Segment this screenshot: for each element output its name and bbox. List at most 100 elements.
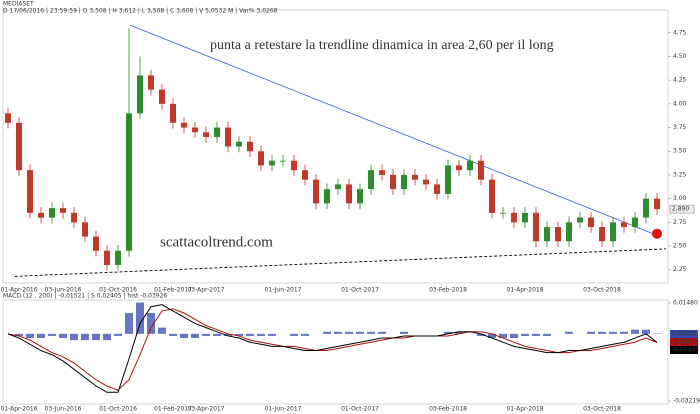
candle-body bbox=[335, 184, 341, 190]
x-tick-label: 03-Apr-2017 bbox=[187, 287, 224, 294]
x-tick-label: 03-Jun-2016 bbox=[45, 406, 82, 413]
candle-body bbox=[38, 212, 44, 218]
y-tick-label: 2.50 bbox=[673, 243, 687, 250]
histogram-bar bbox=[169, 333, 177, 336]
candle-body bbox=[588, 217, 594, 228]
histogram-bar bbox=[213, 333, 221, 336]
candle-body bbox=[104, 250, 110, 265]
histogram-bar bbox=[345, 331, 353, 334]
candle-body bbox=[599, 227, 605, 242]
candle-body bbox=[225, 127, 231, 147]
histogram-bar bbox=[510, 333, 518, 339]
histogram-bar bbox=[202, 333, 210, 336]
y-tick-label: 3.75 bbox=[673, 124, 687, 131]
histogram-bar bbox=[257, 333, 265, 336]
x-tick-label: 01-Apr-2016 bbox=[0, 406, 37, 413]
histogram-bar bbox=[356, 331, 364, 334]
x-tick-label: 03-Oct-2018 bbox=[583, 406, 621, 413]
histogram-bar bbox=[103, 333, 111, 341]
info-bar: D 17/06/2016 | 23:59:59 | O 3,508 | H 3,… bbox=[3, 8, 278, 15]
histogram-bar bbox=[400, 331, 408, 334]
histogram-bar bbox=[26, 333, 34, 339]
histogram-bar bbox=[334, 331, 342, 334]
histogram-bar bbox=[587, 331, 595, 334]
histogram-bar bbox=[323, 331, 331, 334]
candle-body bbox=[621, 222, 627, 228]
last-value-label: -0,00405 bbox=[672, 347, 699, 354]
histogram-bar bbox=[48, 333, 56, 336]
candle-body bbox=[170, 103, 176, 123]
y-tick-label: 4.00 bbox=[673, 100, 687, 107]
histogram-bar bbox=[620, 331, 628, 334]
last-value-box bbox=[670, 330, 698, 338]
histogram-bar bbox=[147, 313, 155, 334]
candle-body bbox=[577, 217, 583, 223]
histogram-bar bbox=[609, 331, 617, 334]
candle-body bbox=[368, 170, 374, 190]
histogram-bar bbox=[268, 333, 276, 336]
candle-body bbox=[390, 174, 396, 190]
candle-body bbox=[467, 160, 473, 171]
candle-body bbox=[258, 151, 264, 166]
histogram-bar bbox=[499, 333, 507, 339]
histogram-bar bbox=[136, 302, 144, 334]
y-tick-label: 0,01480 bbox=[673, 300, 698, 307]
histogram-bar bbox=[158, 327, 166, 334]
candle-body bbox=[566, 222, 572, 242]
histogram-bar bbox=[642, 329, 650, 334]
price-frame bbox=[2, 9, 669, 284]
histogram-bar bbox=[565, 331, 573, 334]
histogram-bar bbox=[301, 333, 309, 336]
y-tick-label: 3.00 bbox=[673, 195, 687, 202]
x-tick-label: 01-Jun-2017 bbox=[265, 406, 302, 413]
histogram-bar bbox=[598, 331, 606, 334]
candle-body bbox=[269, 160, 275, 166]
candle-body bbox=[412, 174, 418, 180]
histogram-bar bbox=[37, 333, 45, 339]
y-tick-label: 2.75 bbox=[673, 219, 687, 226]
annotation: punta a retestare la trendline dinamica … bbox=[210, 38, 554, 53]
histogram-bar bbox=[521, 333, 529, 336]
candle-body bbox=[643, 198, 649, 218]
histogram-bar bbox=[378, 331, 386, 334]
histogram-bar bbox=[290, 333, 298, 336]
histogram-bar bbox=[81, 333, 89, 341]
last-price-label: 2,890 bbox=[672, 206, 689, 213]
candle-body bbox=[5, 113, 11, 123]
candle-body bbox=[192, 127, 198, 133]
candle-body bbox=[434, 184, 440, 194]
histogram-bar bbox=[488, 333, 496, 339]
histogram-bar bbox=[455, 331, 463, 334]
histogram-bar bbox=[125, 313, 133, 334]
histogram-bar bbox=[532, 333, 540, 336]
candle-body bbox=[456, 165, 462, 171]
candle-body bbox=[654, 198, 660, 210]
x-tick-label: 03-Oct-2018 bbox=[583, 287, 621, 294]
x-tick-label: 03-Feb-2018 bbox=[429, 287, 467, 294]
candle-body bbox=[302, 170, 308, 180]
candle-body bbox=[16, 122, 22, 171]
candle-body bbox=[313, 179, 319, 204]
last-value-box bbox=[670, 338, 698, 346]
candle-body bbox=[214, 127, 220, 138]
last-price-box bbox=[669, 204, 695, 214]
x-tick-label: 01-Oct-2016 bbox=[99, 406, 137, 413]
candle-body bbox=[511, 212, 517, 223]
y-tick-label: 4.25 bbox=[673, 77, 687, 84]
x-tick-label: 01-Oct-2017 bbox=[341, 287, 379, 294]
candle-body bbox=[60, 208, 66, 213]
x-tick-label: 01-Feb-2017 bbox=[154, 287, 192, 294]
histogram-bar bbox=[477, 333, 485, 336]
macd-title: MACD (12 , 200) | -0,01521 | S 0,02405 |… bbox=[3, 293, 167, 300]
trendline bbox=[129, 24, 661, 237]
x-tick-label: 01-Apr-2018 bbox=[506, 406, 543, 413]
candle-body bbox=[71, 212, 77, 223]
candle-body bbox=[544, 227, 550, 242]
candle-body bbox=[93, 236, 99, 251]
x-tick-label: 01-Apr-2018 bbox=[506, 287, 543, 294]
candle-body bbox=[181, 122, 187, 128]
last-value-box bbox=[670, 346, 698, 354]
candle-body bbox=[555, 227, 561, 242]
candle-body bbox=[126, 113, 132, 251]
